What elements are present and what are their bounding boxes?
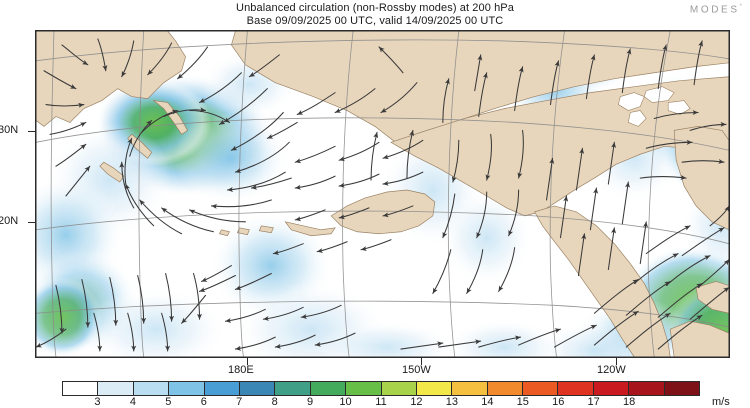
colorbar-tick-7: 7 [236, 396, 243, 408]
colorbar-cell-5 [239, 382, 276, 395]
map-canvas [36, 31, 729, 357]
colorbar-cell-2 [133, 382, 170, 395]
colorbar-cell-8 [346, 382, 382, 395]
colorbar-tick-11: 11 [375, 396, 387, 408]
colorbar-cell-17 [664, 382, 700, 395]
colorbar-cell-1 [98, 382, 134, 395]
brand-name: MODES [689, 4, 740, 16]
colorbar-cell-7 [310, 382, 347, 395]
colorbar-tick-15: 15 [516, 396, 529, 408]
page-title: Unbalanced circulation (non-Rossby modes… [0, 2, 750, 28]
colorbar-tick-9: 9 [307, 396, 314, 408]
xtick-label-120w: 120W [597, 364, 626, 376]
xtick-label-150w: 150W [402, 364, 431, 376]
colorbar-cell-13 [523, 382, 559, 395]
colorbar-tick-12: 12 [410, 396, 423, 408]
colorbar-cell-14 [558, 382, 594, 395]
colorbar-cell-4 [204, 382, 240, 395]
title-line-1: Unbalanced circulation (non-Rossby modes… [236, 2, 514, 14]
colorbar-tick-labels: 3 4 5 6 7 8 9 10 11 12 13 14 15 16 17 18 [62, 396, 700, 408]
colorbar-tick-17: 17 [587, 396, 600, 408]
colorbar-cell-9 [381, 382, 417, 395]
xtick-label-180e: 180E [228, 364, 254, 376]
colorbar-unit-label: m/s [712, 396, 730, 408]
colorbar-tick-13: 13 [445, 396, 458, 408]
modes-logo: MODES° [690, 4, 742, 15]
colorbar-tick-14: 14 [481, 396, 494, 408]
colorbar-tick-18: 18 [622, 396, 636, 408]
colorbar-cell-6 [275, 382, 311, 395]
title-line-2: Base 09/09/2025 00 UTC, valid 14/09/2025… [246, 15, 504, 27]
colorbar-cell-0 [63, 382, 99, 395]
graticule [36, 31, 729, 357]
xtick-mark-180e [247, 358, 248, 365]
wind-vectors [36, 38, 729, 352]
ytick-label-30n: 30N [0, 124, 19, 136]
colorbar-cell-15 [593, 382, 630, 395]
colorbar-swatches [62, 381, 700, 396]
colorbar-cell-3 [169, 382, 205, 395]
ytick-mark-20n [28, 222, 36, 223]
xtick-mark-150w [421, 358, 422, 365]
xtick-mark-120w [616, 358, 617, 365]
ytick-label-20n: 20N [0, 215, 19, 227]
map-panel [35, 30, 730, 358]
colorbar [62, 381, 700, 396]
colorbar-tick-10: 10 [339, 396, 352, 408]
colorbar-tick-4: 4 [129, 396, 136, 408]
colorbar-tick-3: 3 [94, 396, 101, 408]
colorbar-tick-16: 16 [552, 396, 565, 408]
colorbar-tick-8: 8 [271, 396, 278, 408]
colorbar-cell-12 [487, 382, 524, 395]
colorbar-cell-16 [629, 382, 665, 395]
colorbar-tick-6: 6 [200, 396, 207, 408]
ytick-mark-30n [28, 131, 36, 132]
colorbar-tick-5: 5 [165, 396, 172, 408]
colorbar-cell-10 [416, 382, 453, 395]
colorbar-cell-11 [452, 382, 488, 395]
brand-mark: ° [739, 4, 742, 10]
map-svg [36, 31, 729, 357]
